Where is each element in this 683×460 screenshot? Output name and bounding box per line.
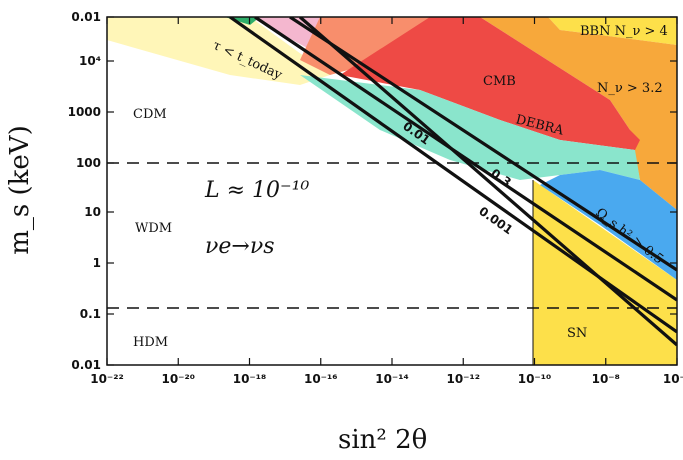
contour-line xyxy=(298,17,677,347)
y-tick-label: 0.1 xyxy=(80,307,101,321)
region-tau xyxy=(107,17,330,85)
contours xyxy=(229,17,677,365)
x-tick-label: 10⁻¹⁶ xyxy=(304,372,338,386)
label-cmb: CMB xyxy=(483,74,516,89)
region-cmb xyxy=(340,17,640,150)
x-tick-label: 10⁻²² xyxy=(90,372,124,386)
region-debra xyxy=(300,75,640,180)
contour-label-0.001: 0.001 xyxy=(476,204,515,237)
y-tick-label: 10⁴ xyxy=(79,54,101,68)
x-tick-label: 10⁻²⁰ xyxy=(161,372,195,386)
label-hdm: HDM xyxy=(133,335,168,350)
regions xyxy=(107,17,677,365)
label-bbn: BBN N_ν > 4 xyxy=(580,24,668,39)
x-tick-label: 10⁻¹⁰ xyxy=(518,372,552,386)
annotation-lepton-asymmetry: L ≈ 10⁻¹⁰ xyxy=(204,178,309,203)
y-tick-label: 0.01 xyxy=(71,358,101,372)
y-tick-label: 10 xyxy=(84,205,101,219)
x-axis-title: sin² 2θ xyxy=(338,425,427,455)
y-axis: 0.01 0.1 1 10 100 1000 10⁴ 0.01 xyxy=(68,10,677,372)
y-tick-label: 1 xyxy=(93,256,101,270)
x-tick-label: 10⁻⁶ xyxy=(663,372,683,386)
x-tick-label: 10⁻¹⁸ xyxy=(233,372,267,386)
label-sn: SN xyxy=(567,326,587,341)
region-nnu xyxy=(480,17,677,210)
region-bbn-yellow xyxy=(548,17,677,45)
label-cdm: CDM xyxy=(133,107,167,122)
x-tick-label: 10⁻¹² xyxy=(446,372,480,386)
annotation-oscillation: νe→νs xyxy=(205,234,275,259)
y-tick-label: 100 xyxy=(76,156,101,170)
dashed-lines xyxy=(107,162,677,309)
label-nnu: N_ν > 3.2 xyxy=(597,81,663,96)
contour-line xyxy=(254,17,677,302)
y-tick-label: 0.01 xyxy=(71,10,101,24)
x-tick-label: 10⁻¹⁴ xyxy=(375,372,409,386)
x-axis: 10⁻²² 10⁻²⁰ 10⁻¹⁸ 10⁻¹⁶ 10⁻¹⁴ 10⁻¹² 10⁻¹⁰ 10⁻⁸ 1… xyxy=(90,17,683,386)
x-tick-label: 10⁻⁸ xyxy=(592,372,620,386)
y-tick-label: 1000 xyxy=(68,105,101,119)
y-axis-title: m_s (keV) xyxy=(5,125,35,254)
label-wdm: WDM xyxy=(135,221,172,236)
region-salmon xyxy=(300,17,430,75)
contour-line xyxy=(289,17,677,272)
